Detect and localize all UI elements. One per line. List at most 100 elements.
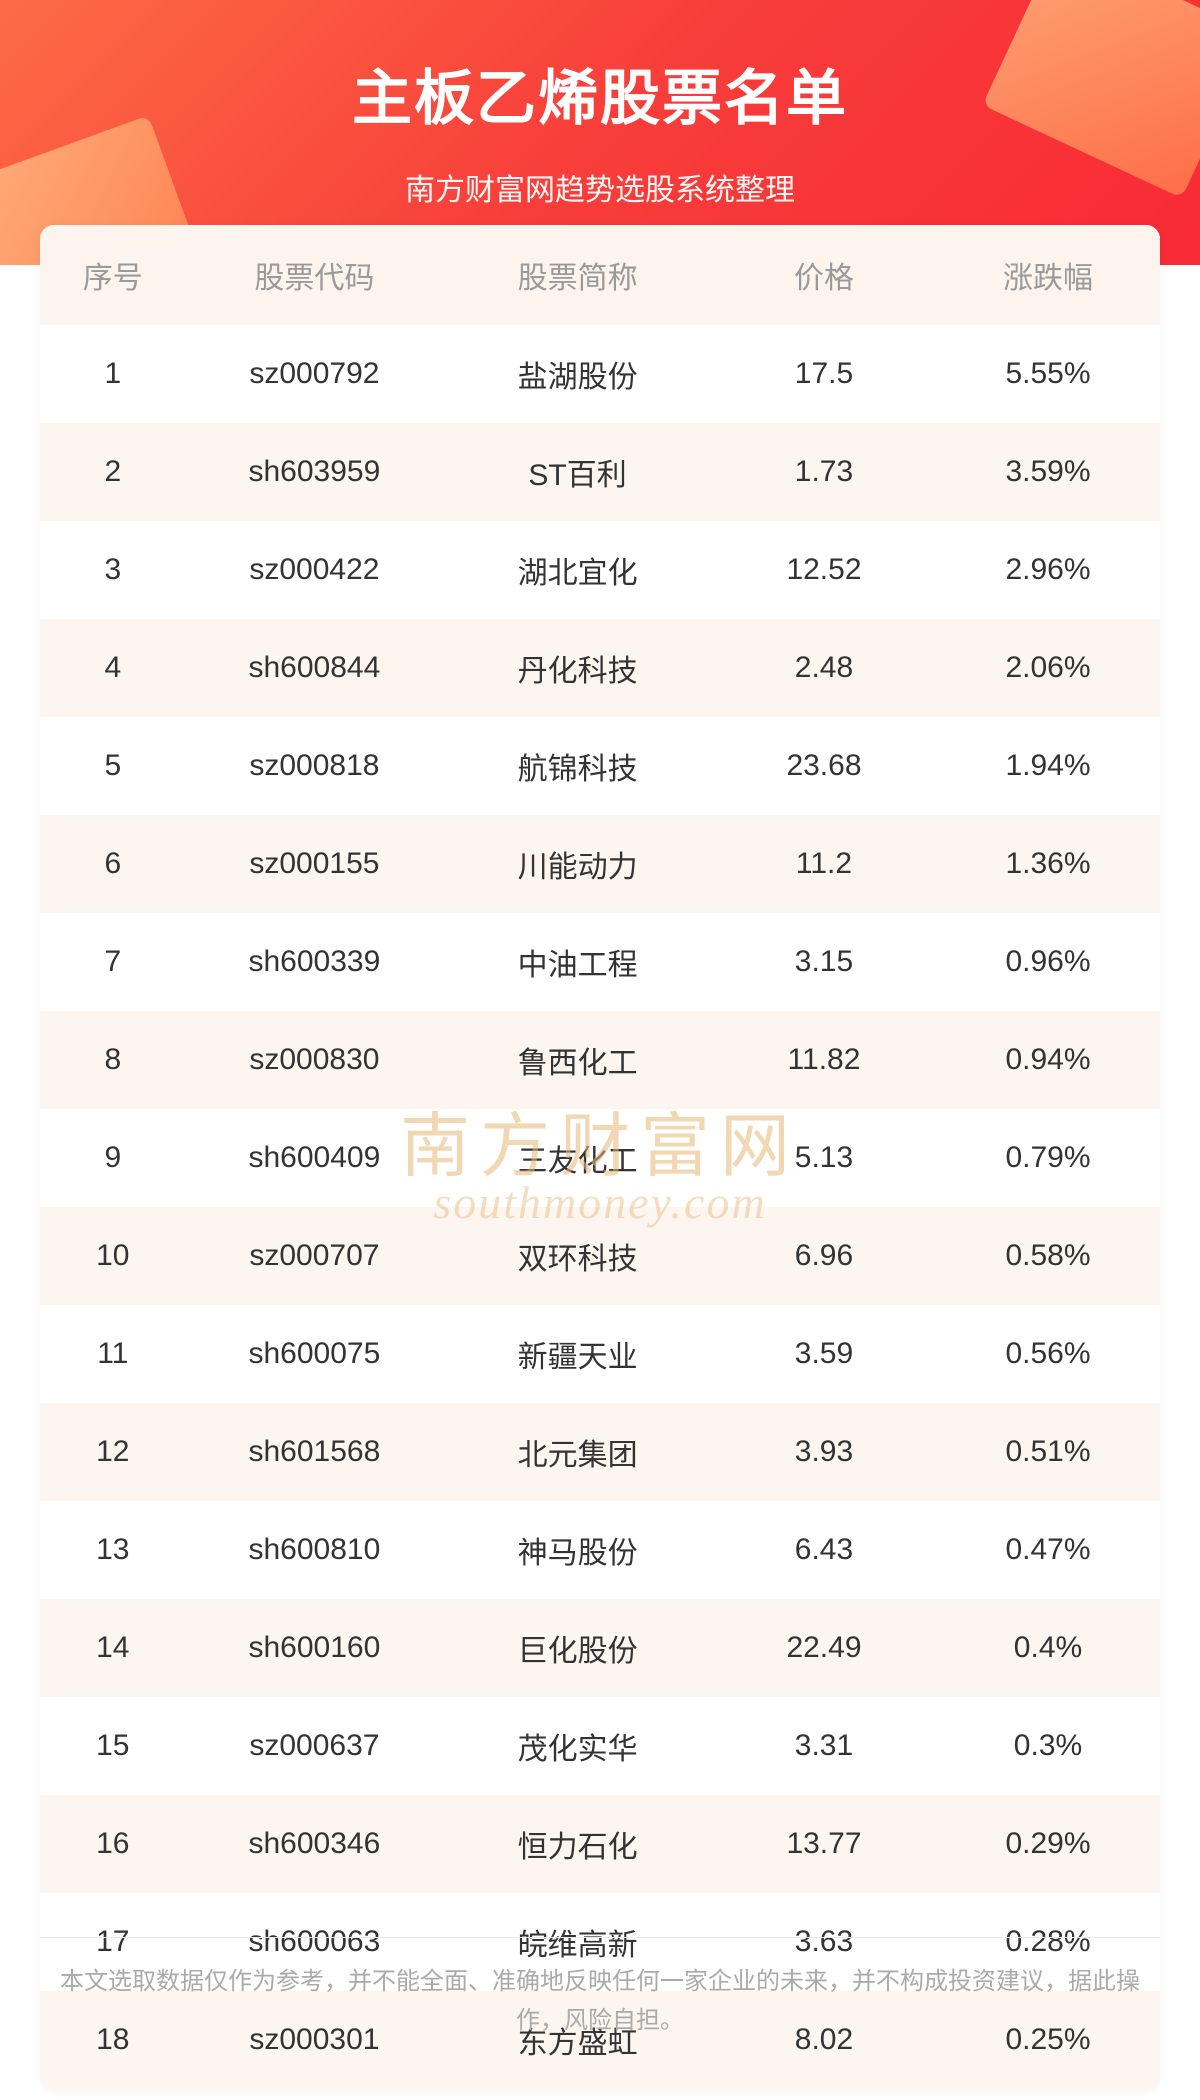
cell-price: 22.49 — [712, 1599, 936, 1697]
cell-idx: 16 — [40, 1795, 186, 1893]
cell-idx: 1 — [40, 325, 186, 423]
table-row: 14sh600160巨化股份22.490.4% — [40, 1599, 1160, 1697]
cell-name: 新疆天业 — [443, 1305, 712, 1403]
table-row: 10sz000707双环科技6.960.58% — [40, 1207, 1160, 1305]
table-row: 5sz000818航锦科技23.681.94% — [40, 717, 1160, 815]
cell-name: 中油工程 — [443, 913, 712, 1011]
header-content: 主板乙烯股票名单 南方财富网趋势选股系统整理 — [0, 0, 1200, 209]
table-row: 16sh600346恒力石化13.770.29% — [40, 1795, 1160, 1893]
cell-idx: 14 — [40, 1599, 186, 1697]
page-title: 主板乙烯股票名单 — [0, 50, 1200, 137]
cell-change: 0.94% — [936, 1011, 1160, 1109]
cell-code: sh600810 — [186, 1501, 444, 1599]
page-subtitle: 南方财富网趋势选股系统整理 — [0, 165, 1200, 209]
cell-code: sh601568 — [186, 1403, 444, 1501]
cell-price: 5.13 — [712, 1109, 936, 1207]
cell-change: 0.58% — [936, 1207, 1160, 1305]
cell-name: 三友化工 — [443, 1109, 712, 1207]
cell-price: 3.93 — [712, 1403, 936, 1501]
cell-name: 川能动力 — [443, 815, 712, 913]
table-row: 2sh603959ST百利1.733.59% — [40, 423, 1160, 521]
col-header-price: 价格 — [712, 225, 936, 325]
table-row: 15sz000637茂化实华3.310.3% — [40, 1697, 1160, 1795]
col-header-index: 序号 — [40, 225, 186, 325]
table-row: 1sz000792盐湖股份17.55.55% — [40, 325, 1160, 423]
table-row: 7sh600339中油工程3.150.96% — [40, 913, 1160, 1011]
cell-price: 11.2 — [712, 815, 936, 913]
cell-name: 北元集团 — [443, 1403, 712, 1501]
cell-idx: 8 — [40, 1011, 186, 1109]
cell-price: 6.96 — [712, 1207, 936, 1305]
stock-table-container: 序号 股票代码 股票简称 价格 涨跌幅 1sz000792盐湖股份17.55.5… — [40, 225, 1160, 2089]
cell-code: sz000792 — [186, 325, 444, 423]
col-header-code: 股票代码 — [186, 225, 444, 325]
cell-name: 鲁西化工 — [443, 1011, 712, 1109]
cell-code: sz000637 — [186, 1697, 444, 1795]
cell-name: 恒力石化 — [443, 1795, 712, 1893]
cell-idx: 13 — [40, 1501, 186, 1599]
cell-change: 0.47% — [936, 1501, 1160, 1599]
cell-name: 双环科技 — [443, 1207, 712, 1305]
cell-change: 0.4% — [936, 1599, 1160, 1697]
cell-code: sh603959 — [186, 423, 444, 521]
cell-name: 湖北宜化 — [443, 521, 712, 619]
cell-idx: 15 — [40, 1697, 186, 1795]
cell-code: sh600339 — [186, 913, 444, 1011]
table-header-row: 序号 股票代码 股票简称 价格 涨跌幅 — [40, 225, 1160, 325]
cell-change: 0.3% — [936, 1697, 1160, 1795]
cell-idx: 2 — [40, 423, 186, 521]
col-header-name: 股票简称 — [443, 225, 712, 325]
cell-change: 0.51% — [936, 1403, 1160, 1501]
cell-change: 2.96% — [936, 521, 1160, 619]
cell-change: 3.59% — [936, 423, 1160, 521]
cell-change: 0.29% — [936, 1795, 1160, 1893]
col-header-change: 涨跌幅 — [936, 225, 1160, 325]
cell-price: 23.68 — [712, 717, 936, 815]
table-row: 9sh600409三友化工5.130.79% — [40, 1109, 1160, 1207]
cell-change: 1.94% — [936, 717, 1160, 815]
cell-code: sh600346 — [186, 1795, 444, 1893]
table-row: 12sh601568北元集团3.930.51% — [40, 1403, 1160, 1501]
cell-idx: 7 — [40, 913, 186, 1011]
cell-idx: 6 — [40, 815, 186, 913]
cell-code: sz000818 — [186, 717, 444, 815]
table-row: 13sh600810神马股份6.430.47% — [40, 1501, 1160, 1599]
cell-price: 11.82 — [712, 1011, 936, 1109]
cell-idx: 4 — [40, 619, 186, 717]
cell-idx: 12 — [40, 1403, 186, 1501]
cell-change: 5.55% — [936, 325, 1160, 423]
table-row: 8sz000830鲁西化工11.820.94% — [40, 1011, 1160, 1109]
cell-name: ST百利 — [443, 423, 712, 521]
cell-name: 神马股份 — [443, 1501, 712, 1599]
cell-price: 6.43 — [712, 1501, 936, 1599]
cell-price: 2.48 — [712, 619, 936, 717]
cell-change: 0.79% — [936, 1109, 1160, 1207]
cell-code: sh600844 — [186, 619, 444, 717]
disclaimer-text: 本文选取数据仅作为参考，并不能全面、准确地反映任何一家企业的未来，并不构成投资建… — [40, 1937, 1160, 2040]
table-row: 11sh600075新疆天业3.590.56% — [40, 1305, 1160, 1403]
table-body: 1sz000792盐湖股份17.55.55%2sh603959ST百利1.733… — [40, 325, 1160, 2089]
cell-code: sz000830 — [186, 1011, 444, 1109]
cell-idx: 3 — [40, 521, 186, 619]
cell-name: 巨化股份 — [443, 1599, 712, 1697]
cell-price: 3.15 — [712, 913, 936, 1011]
cell-change: 1.36% — [936, 815, 1160, 913]
cell-idx: 10 — [40, 1207, 186, 1305]
cell-code: sh600409 — [186, 1109, 444, 1207]
cell-price: 1.73 — [712, 423, 936, 521]
cell-idx: 11 — [40, 1305, 186, 1403]
cell-code: sz000707 — [186, 1207, 444, 1305]
cell-price: 17.5 — [712, 325, 936, 423]
cell-change: 0.56% — [936, 1305, 1160, 1403]
cell-name: 盐湖股份 — [443, 325, 712, 423]
cell-price: 3.59 — [712, 1305, 936, 1403]
cell-code: sh600160 — [186, 1599, 444, 1697]
cell-name: 茂化实华 — [443, 1697, 712, 1795]
cell-code: sh600075 — [186, 1305, 444, 1403]
table-row: 4sh600844丹化科技2.482.06% — [40, 619, 1160, 717]
cell-price: 12.52 — [712, 521, 936, 619]
cell-idx: 5 — [40, 717, 186, 815]
cell-idx: 9 — [40, 1109, 186, 1207]
cell-name: 航锦科技 — [443, 717, 712, 815]
stock-table: 序号 股票代码 股票简称 价格 涨跌幅 1sz000792盐湖股份17.55.5… — [40, 225, 1160, 2089]
